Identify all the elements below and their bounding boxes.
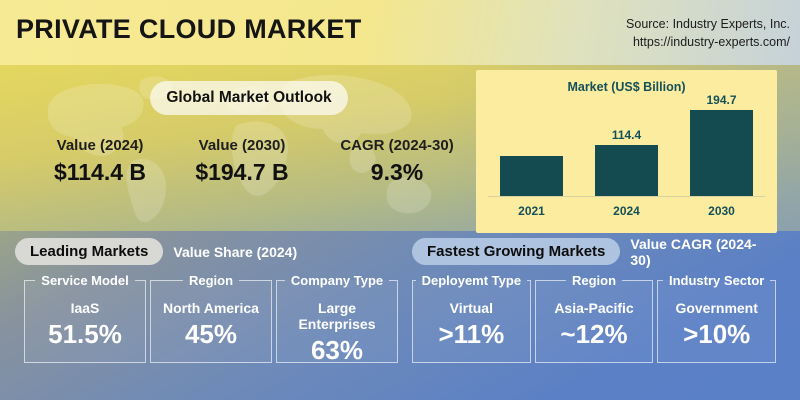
box-leading-region: Region North America 45%	[150, 273, 272, 363]
box-title: Company Type	[290, 273, 384, 288]
bar-value-label: 114.4	[611, 128, 642, 142]
box-value: >11%	[438, 319, 505, 349]
box-industry-sector: Industry Sector Government >10%	[657, 273, 777, 363]
fastest-growing-header: Fastest Growing Markets Value CAGR (2024…	[412, 235, 776, 268]
leading-markets-group: Leading Markets Value Share (2024) Servi…	[15, 238, 398, 365]
page-title: PRIVATE CLOUD MARKET	[16, 14, 362, 44]
fastest-growing-subtitle: Value CAGR (2024-30)	[630, 235, 757, 268]
source-text: Source: Industry Experts, Inc.	[626, 17, 790, 31]
box-company-type: Company Type Large Enterprises 63%	[276, 273, 398, 365]
bar	[500, 156, 563, 196]
box-service-model: Service Model IaaS 51.5%	[24, 273, 146, 363]
axis-tick-label: 2021	[518, 204, 545, 218]
box-value: 51.5%	[48, 319, 122, 349]
axis-tick-label: 2030	[708, 204, 735, 218]
stat-label: Value (2024)	[56, 137, 144, 154]
header-band: PRIVATE CLOUD MARKET Source: Industry Ex…	[0, 0, 800, 65]
chart-bar-2030: 194.7	[690, 93, 753, 196]
leading-markets-badge: Leading Markets	[15, 238, 164, 265]
leading-markets-subtitle: Value Share (2024)	[173, 243, 298, 260]
chart-bar-2024: 114.4	[595, 128, 658, 196]
box-fastest-region: Region Asia-Pacific ~12%	[534, 273, 654, 363]
box-name: Asia-Pacific	[554, 300, 634, 316]
box-value: 63%	[310, 335, 364, 365]
chart-x-axis: 2021 2024 2030	[488, 197, 765, 218]
fastest-growing-group: Fastest Growing Markets Value CAGR (2024…	[412, 235, 777, 363]
leading-markets-boxes: Service Model IaaS 51.5% Region North Am…	[24, 273, 398, 365]
box-title: Region	[571, 273, 617, 288]
chart-title: Market (US$ Billion)	[567, 80, 686, 94]
box-title: Service Model	[41, 273, 129, 288]
stat-label: Value (2030)	[198, 137, 286, 154]
outlook-band: Global Market Outlook Value (2024) $114.…	[0, 65, 800, 233]
fastest-growing-boxes: Deployemt Type Virtual >11% Region Asia-…	[412, 273, 777, 363]
chart-plot-area: 114.4 194.7	[488, 93, 765, 197]
stat-value-2024: Value (2024) $114.4 B	[35, 137, 165, 186]
bar	[595, 145, 658, 196]
box-title: Region	[188, 273, 234, 288]
fastest-growing-badge: Fastest Growing Markets	[412, 238, 621, 265]
stat-value: 9.3%	[370, 159, 424, 185]
box-deployment-type: Deployemt Type Virtual >11%	[412, 273, 531, 363]
box-value: 45%	[184, 319, 238, 349]
market-bar-chart: Market (US$ Billion) 114.4 194.7 2021 2024…	[476, 70, 777, 233]
bar-value-label: 194.7	[706, 93, 737, 107]
source-url: https://industry-experts.com/	[632, 34, 790, 49]
box-name: Large Enterprises	[298, 300, 376, 332]
box-name: North America	[163, 300, 259, 316]
chart-bar-2021	[500, 153, 563, 196]
bar	[690, 110, 753, 196]
axis-tick-label: 2024	[613, 204, 640, 218]
markets-band: Leading Markets Value Share (2024) Servi…	[0, 231, 800, 400]
box-name: Virtual	[449, 300, 493, 316]
box-value: >10%	[683, 319, 751, 349]
box-title: Deployemt Type	[421, 273, 522, 288]
box-value: ~12%	[560, 319, 628, 349]
stat-cagr: CAGR (2024-30) 9.3%	[328, 137, 466, 186]
box-name: IaaS	[70, 300, 100, 316]
global-market-outlook-badge: Global Market Outlook	[150, 81, 348, 115]
stat-value: $114.4 B	[53, 159, 147, 185]
box-title: Industry Sector	[669, 273, 765, 288]
source-attribution: Source: Industry Experts, Inc. https://i…	[626, 16, 790, 52]
stat-value-2030: Value (2030) $194.7 B	[178, 137, 306, 186]
stat-value: $194.7 B	[195, 159, 289, 185]
leading-markets-header: Leading Markets Value Share (2024)	[15, 238, 398, 265]
box-name: Government	[675, 300, 758, 316]
stat-label: CAGR (2024-30)	[340, 137, 454, 154]
